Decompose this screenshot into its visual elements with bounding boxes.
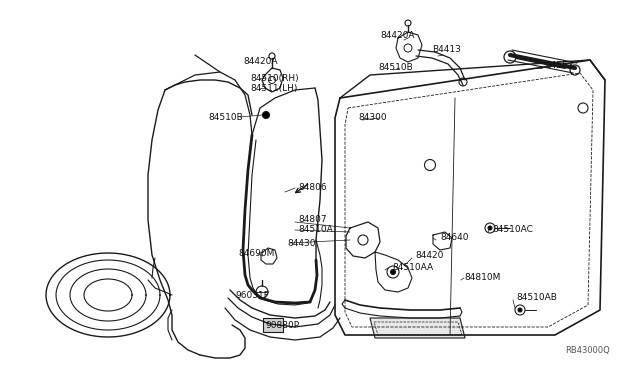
- Circle shape: [488, 226, 492, 230]
- Text: 84806: 84806: [298, 183, 326, 192]
- Text: 84420A: 84420A: [243, 58, 278, 67]
- Text: 84510A: 84510A: [298, 225, 333, 234]
- Text: 84510AB: 84510AB: [516, 294, 557, 302]
- Polygon shape: [370, 318, 465, 338]
- Text: 84420A: 84420A: [380, 31, 415, 39]
- Polygon shape: [263, 318, 283, 332]
- Text: 84807: 84807: [298, 215, 326, 224]
- Text: 84420: 84420: [415, 250, 444, 260]
- Text: 84430: 84430: [287, 238, 316, 247]
- Text: 84510AA: 84510AA: [392, 263, 433, 273]
- Text: 90880P: 90880P: [265, 321, 299, 330]
- Text: RB43000Q: RB43000Q: [565, 346, 610, 355]
- Text: 84511(LH): 84511(LH): [250, 83, 298, 93]
- Text: 84553: 84553: [545, 61, 573, 70]
- Text: 96031F: 96031F: [235, 291, 269, 299]
- Circle shape: [390, 269, 396, 275]
- Text: 84640: 84640: [440, 234, 468, 243]
- Text: 84300: 84300: [358, 113, 387, 122]
- Text: 84510B: 84510B: [208, 112, 243, 122]
- Text: 84510(RH): 84510(RH): [250, 74, 299, 83]
- Circle shape: [262, 112, 269, 119]
- Text: 84690M: 84690M: [238, 248, 275, 257]
- Text: 84510B: 84510B: [378, 64, 413, 73]
- Text: B4413: B4413: [432, 45, 461, 55]
- Circle shape: [518, 308, 522, 312]
- Text: 84810M: 84810M: [464, 273, 500, 282]
- Text: 84510AC: 84510AC: [492, 225, 533, 234]
